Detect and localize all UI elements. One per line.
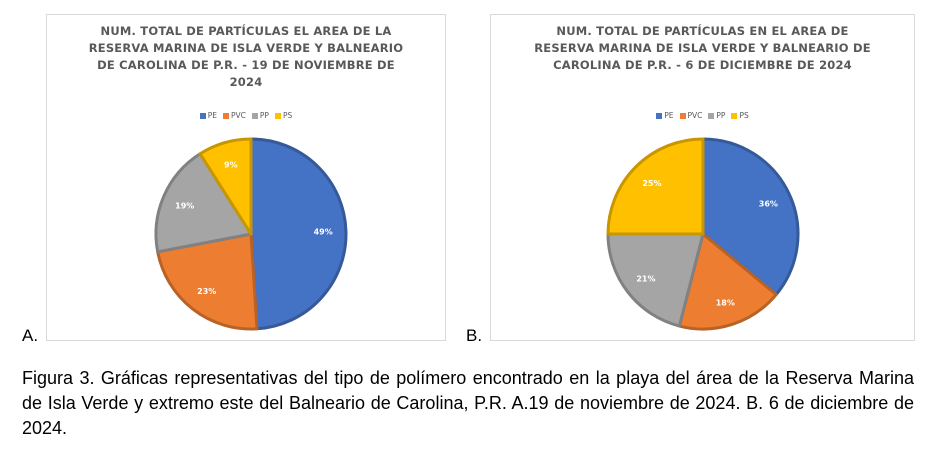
legend-item-pe: PE [656, 111, 674, 120]
legend-swatch [731, 113, 738, 119]
chart-panel-b: NUM. TOTAL DE PARTÍCULAS EN EL AREA DE R… [490, 14, 915, 341]
legend-item-pvc: PVC [679, 111, 703, 120]
legend-swatch [251, 113, 258, 119]
pie-chart-b: 36% 18% 21% 25% [606, 137, 800, 331]
legend-label: PP [259, 111, 269, 120]
data-label-pe-a: 49% [314, 228, 333, 237]
data-label-pvc-a: 23% [197, 287, 216, 296]
legend-label: PS [739, 111, 749, 120]
pie-slice-pe-b [701, 137, 800, 297]
legend-item-pvc: PVC [223, 111, 246, 120]
legend-item-ps: PS [731, 111, 749, 120]
legend-swatch [199, 113, 206, 119]
legend-swatch [708, 113, 715, 119]
chart-title-b: NUM. TOTAL DE PARTÍCULAS EN EL AREA DE R… [534, 24, 871, 72]
data-label-pvc-b: 18% [716, 299, 735, 308]
legend-item-pe: PE [199, 111, 218, 120]
panel-letter-b: B. [466, 326, 483, 345]
chart-panel-a: NUM. TOTAL DE PARTÍCULAS EL AREA DE LA R… [46, 14, 446, 341]
data-label-ps-a: 9% [224, 161, 238, 170]
legend-swatch [223, 113, 230, 119]
legend-label: PS [282, 111, 293, 120]
data-label-pe-b: 36% [759, 199, 778, 208]
data-label-pp-a: 19% [175, 201, 194, 210]
pie-slice-ps-a [198, 137, 253, 236]
panel-letter-a: A. [22, 326, 39, 345]
legend-label: PVC [687, 111, 703, 120]
data-label-ps-b: 25% [642, 179, 661, 188]
legend-swatch [679, 113, 686, 119]
legend-label: PP [716, 111, 726, 120]
legend-item-pp: PP [708, 111, 725, 120]
legend-label: PVC [231, 111, 246, 120]
legend-label: PE [664, 111, 674, 120]
legend-label: PE [207, 111, 218, 120]
legend-b: PE PVC PP PS [491, 111, 914, 120]
legend-swatch [656, 113, 663, 119]
figure-caption: Figura 3. Gráficas representativas del t… [22, 368, 914, 438]
pie-slice-ps-b [606, 137, 705, 236]
pie-slice-pvc-b [677, 232, 778, 331]
pie-slice-pvc-a [156, 232, 259, 331]
legend-item-ps: PS [274, 111, 293, 120]
legend-swatch [274, 113, 281, 119]
legend-a: PE PVC PP PS [47, 111, 445, 120]
pie-chart-a: 49% 23% 19% 9% [154, 137, 348, 331]
pie-slice-pp-b [606, 232, 705, 328]
pie-slice-pe-a [249, 137, 348, 331]
pie-slice-pp-a [154, 152, 253, 254]
chart-title-a: NUM. TOTAL DE PARTÍCULAS EL AREA DE LA R… [88, 24, 404, 89]
data-label-pp-b: 21% [636, 274, 655, 283]
legend-item-pp: PP [251, 111, 269, 120]
